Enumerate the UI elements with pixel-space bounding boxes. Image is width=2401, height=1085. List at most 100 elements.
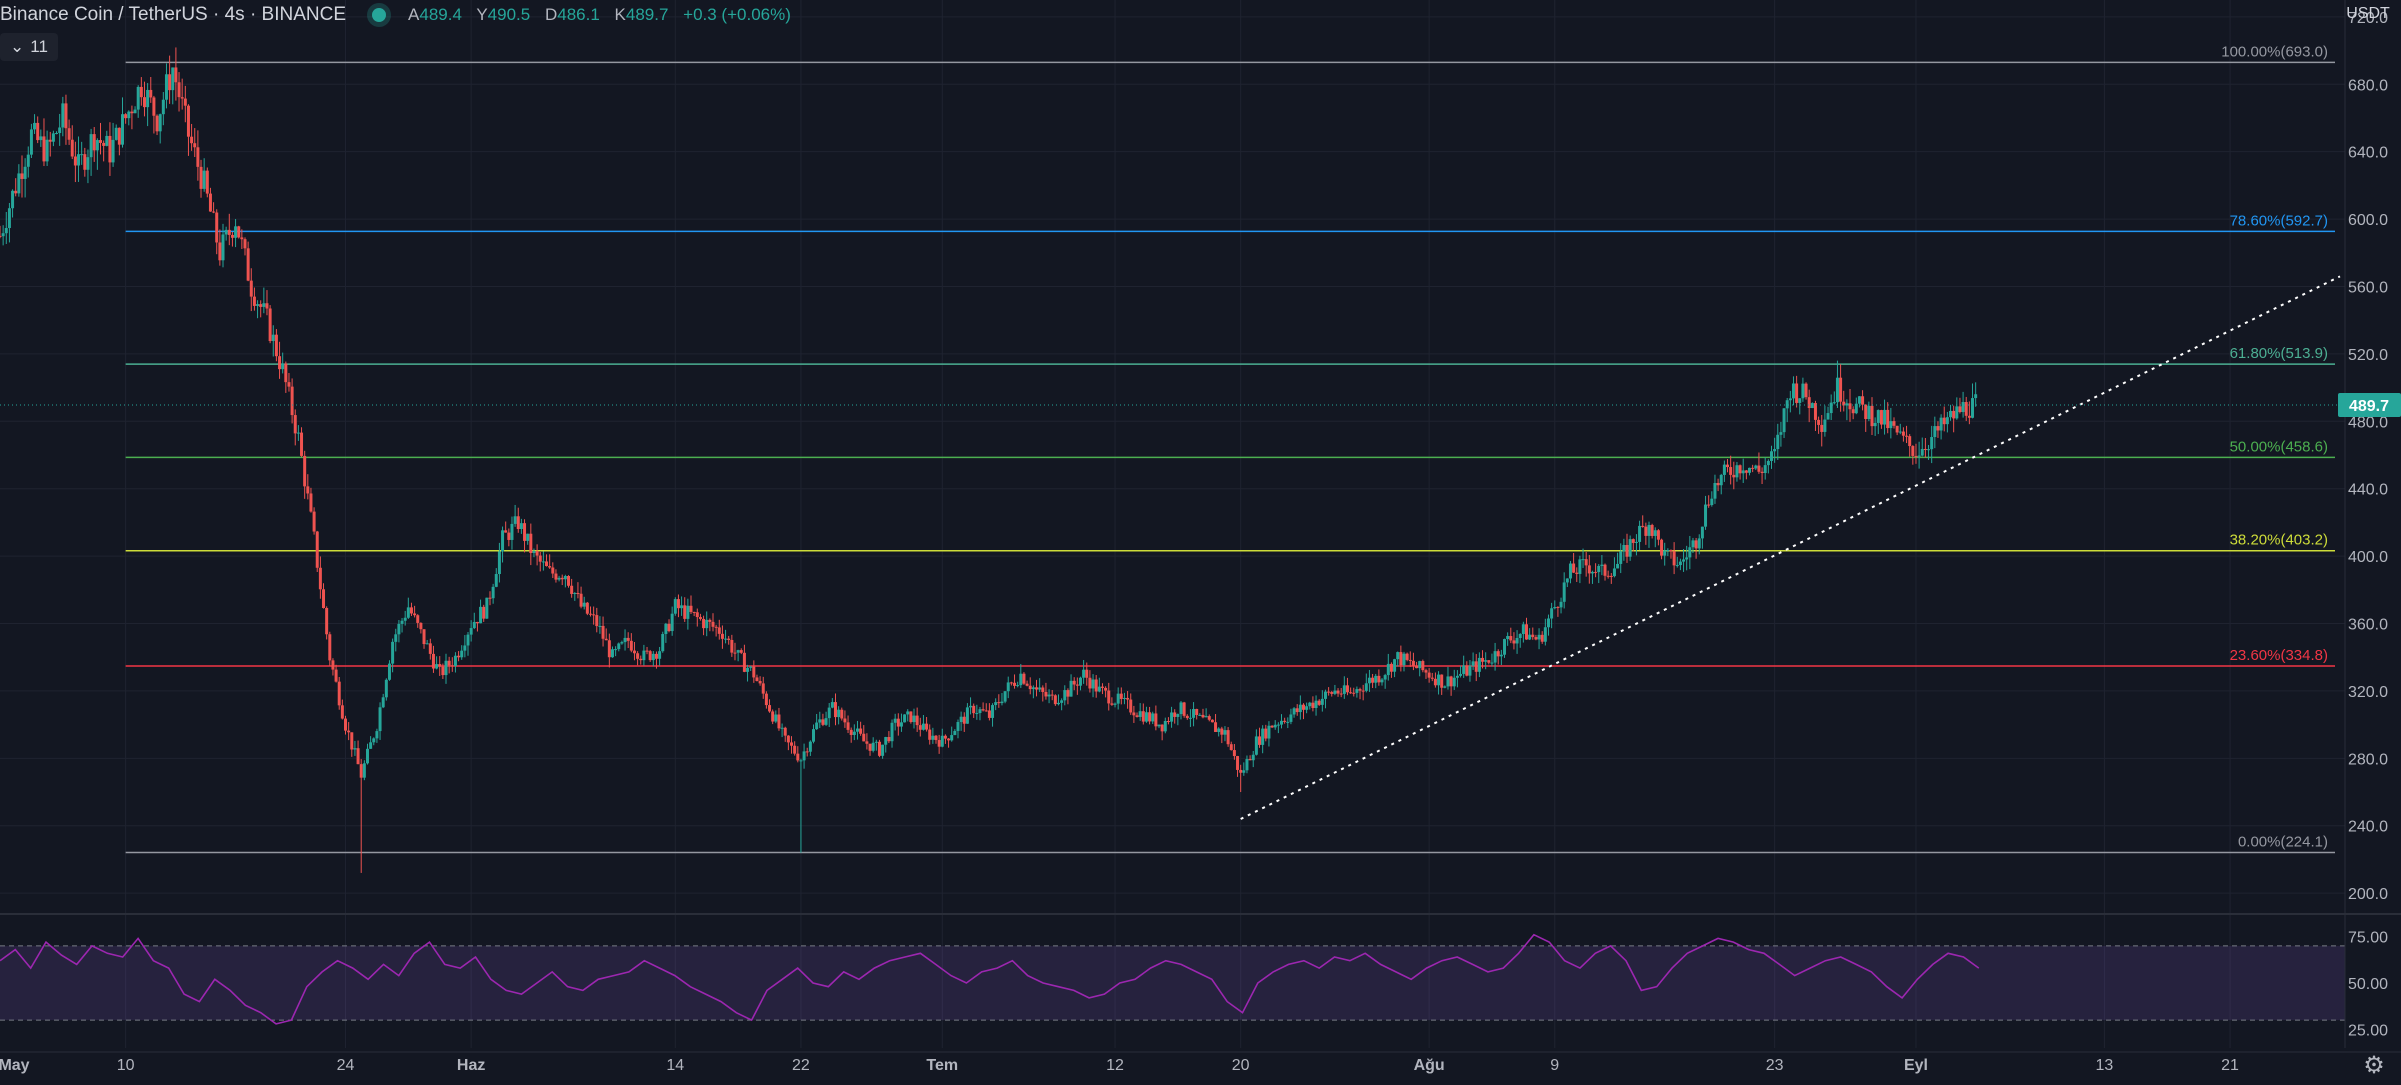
candle-body	[805, 751, 809, 753]
candle-body	[171, 67, 175, 91]
candle-body	[1726, 464, 1730, 468]
candle-body	[1927, 449, 1931, 451]
change-value: +0.3 (+0.06%)	[683, 5, 791, 24]
candle-body	[683, 605, 687, 619]
candle-body	[1333, 690, 1337, 694]
candle-body	[1342, 685, 1346, 694]
candle-body	[142, 97, 146, 108]
candle-body	[208, 193, 212, 212]
candle-body	[786, 735, 790, 743]
candle-body	[1132, 712, 1136, 716]
candle-body	[1185, 715, 1189, 719]
candle-body	[334, 669, 338, 682]
candle-body	[1349, 692, 1353, 694]
candle-body	[1355, 689, 1359, 693]
candle-body	[1663, 550, 1667, 556]
candle-body	[899, 722, 903, 727]
candle-body	[1383, 675, 1387, 680]
candle-body	[1217, 728, 1221, 733]
candle-body	[563, 575, 567, 580]
candle-body	[1477, 657, 1481, 672]
indicators-toggle-button[interactable]: ⌄ 11	[0, 33, 58, 61]
candle-body	[639, 658, 643, 661]
candle-body	[475, 621, 479, 624]
candle-body	[1229, 744, 1233, 751]
candle-body	[26, 154, 30, 167]
candle-body	[202, 170, 206, 189]
candle-body	[1647, 524, 1651, 536]
candle-body	[702, 618, 706, 629]
candle-body	[567, 575, 571, 586]
time-tick-label: 12	[1106, 1057, 1124, 1074]
candle-body	[1031, 687, 1035, 690]
candle-body	[928, 729, 932, 740]
candle-body	[278, 356, 282, 370]
candle-body	[73, 156, 77, 166]
gear-icon[interactable]: ⚙	[2363, 1052, 2385, 1079]
candle-body	[1892, 421, 1896, 426]
price-tick-label: 200.0	[2348, 886, 2388, 903]
candle-body	[1289, 714, 1293, 722]
trendline[interactable]	[1240, 275, 2341, 820]
candle-body	[1013, 682, 1017, 686]
candle-body	[1729, 467, 1733, 475]
candle-body	[1050, 694, 1054, 696]
candle-body	[230, 234, 234, 238]
time-tick-label: 13	[2096, 1057, 2114, 1074]
candle-body	[1763, 465, 1767, 473]
candle-body	[667, 623, 671, 632]
candle-body	[1245, 759, 1249, 771]
candle-body	[1308, 702, 1312, 707]
candle-body	[1682, 559, 1686, 562]
candle-body	[626, 637, 630, 641]
candle-body	[1192, 708, 1196, 718]
candle-body	[268, 308, 272, 342]
symbol-title[interactable]: Binance Coin / TetherUS · 4s · BINANCE	[0, 4, 347, 25]
candle-body	[862, 733, 866, 742]
candle-body	[896, 718, 900, 727]
candle-body	[1754, 465, 1758, 469]
last-price-tag	[2338, 392, 2401, 417]
candle-body	[1484, 660, 1488, 662]
candle-body	[1905, 435, 1909, 437]
candle-body	[485, 597, 489, 619]
time-tick-label: May	[0, 1057, 30, 1074]
candle-body	[501, 530, 505, 552]
candle-body	[620, 642, 624, 644]
price-tick-label: 720.0	[2348, 10, 2388, 27]
candle-body	[1817, 419, 1821, 425]
candle-body	[1788, 398, 1792, 401]
candle-body	[1660, 539, 1664, 556]
candle-body	[708, 619, 712, 622]
candle-body	[1069, 680, 1073, 697]
candle-body	[855, 728, 859, 732]
candle-body	[548, 566, 552, 568]
candle-body	[843, 718, 847, 723]
candle-body	[1144, 712, 1148, 722]
candle-body	[1879, 410, 1883, 425]
candle-body	[1528, 634, 1532, 640]
candle-body	[328, 634, 332, 661]
candle-body	[774, 714, 778, 722]
candle-body	[378, 707, 382, 732]
candle-body	[1305, 706, 1309, 710]
candle-body	[956, 722, 960, 731]
candle-body	[1141, 711, 1145, 722]
candle-body	[1804, 383, 1808, 398]
candle-body	[1612, 568, 1616, 577]
candle-body	[1361, 690, 1365, 692]
candle-body	[463, 645, 467, 651]
candle-body	[755, 677, 759, 682]
candle-body	[168, 74, 172, 91]
candle-body	[1889, 421, 1893, 429]
candle-body	[419, 622, 423, 630]
candle-body	[994, 702, 998, 706]
candle-body	[124, 114, 128, 119]
time-tick-label: Eyl	[1904, 1057, 1928, 1074]
candle-body	[934, 735, 938, 741]
price-tick-label: 600.0	[2348, 212, 2388, 229]
candle-body	[120, 114, 124, 145]
candle-body	[1239, 769, 1243, 773]
candle-body	[1261, 728, 1265, 745]
